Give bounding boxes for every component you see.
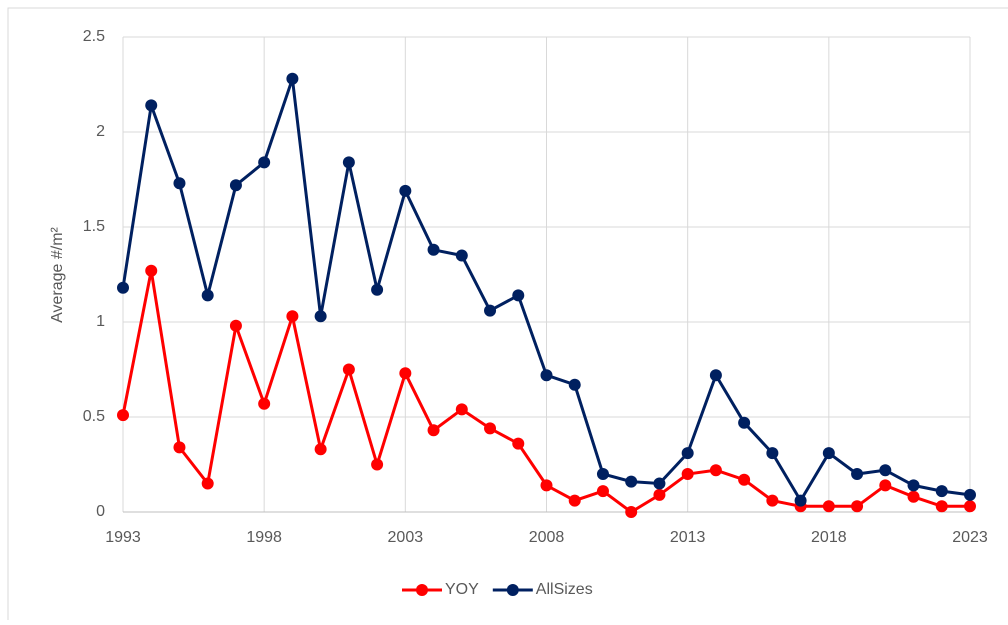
chart-border	[7, 7, 1008, 625]
data-point	[964, 488, 976, 501]
legend-label: YOY	[445, 581, 479, 598]
legend-marker	[506, 584, 519, 596]
legend-label: AllSizes	[536, 581, 593, 598]
data-point	[738, 473, 751, 486]
data-point	[173, 441, 186, 454]
data-point	[399, 184, 412, 197]
data-point	[258, 397, 271, 410]
data-point	[371, 283, 384, 296]
data-point	[258, 156, 271, 169]
data-point	[145, 264, 158, 277]
x-tick-label: 1993	[105, 529, 141, 546]
data-point	[342, 363, 355, 376]
y-tick-label: 0	[96, 503, 105, 520]
data-point	[964, 500, 976, 513]
x-tick-label: 2013	[670, 529, 706, 546]
data-point	[286, 72, 299, 85]
data-point	[117, 281, 129, 294]
data-point	[794, 494, 807, 507]
data-point	[342, 156, 355, 169]
data-point	[314, 443, 327, 456]
data-point	[229, 179, 242, 192]
x-tick-label: 2003	[388, 529, 424, 546]
data-point	[173, 177, 186, 190]
data-point	[427, 243, 440, 256]
data-point	[314, 310, 327, 323]
data-point	[738, 416, 751, 429]
data-point	[879, 479, 892, 492]
data-point	[484, 304, 497, 317]
data-point	[145, 99, 158, 112]
data-point	[681, 447, 694, 460]
y-tick-label: 2.5	[83, 28, 105, 45]
data-point	[851, 468, 864, 480]
x-tick-label: 2023	[952, 529, 988, 546]
x-tick-label: 1998	[246, 529, 282, 546]
data-point	[653, 477, 666, 490]
data-point	[822, 447, 835, 460]
data-point	[653, 488, 666, 501]
data-point	[540, 479, 553, 492]
data-point	[596, 485, 609, 498]
y-axis-label: Average #/m²	[49, 226, 66, 322]
y-tick-label: 2	[96, 123, 105, 140]
legend-marker	[416, 584, 428, 596]
data-point	[879, 464, 892, 477]
data-point	[596, 468, 609, 480]
data-point	[625, 475, 638, 488]
x-tick-label: 2008	[529, 529, 565, 546]
data-point	[399, 367, 412, 380]
data-point	[455, 249, 468, 262]
y-tick-label: 1.5	[83, 218, 105, 235]
data-point	[907, 490, 920, 503]
data-point	[229, 319, 242, 332]
data-point	[625, 506, 638, 518]
data-point	[935, 485, 948, 498]
data-point	[681, 468, 694, 480]
data-point	[766, 447, 779, 460]
data-point	[935, 500, 948, 513]
data-point	[117, 409, 129, 422]
data-point	[907, 479, 920, 492]
data-point	[201, 289, 214, 302]
data-point	[512, 437, 525, 450]
data-point	[455, 403, 468, 416]
data-point	[427, 424, 440, 437]
y-tick-label: 1	[96, 313, 105, 330]
y-tick-label: 0.5	[83, 408, 105, 425]
data-point	[512, 289, 525, 302]
data-point	[568, 494, 581, 507]
data-point	[540, 369, 553, 382]
data-point	[709, 464, 722, 477]
data-point	[286, 310, 299, 323]
data-point	[709, 369, 722, 382]
data-point	[568, 378, 581, 391]
data-point	[822, 500, 835, 513]
data-point	[851, 500, 864, 513]
data-point	[201, 477, 214, 490]
data-point	[371, 458, 384, 471]
data-point	[766, 494, 779, 507]
x-tick-label: 2018	[811, 529, 847, 546]
data-point	[484, 422, 497, 435]
